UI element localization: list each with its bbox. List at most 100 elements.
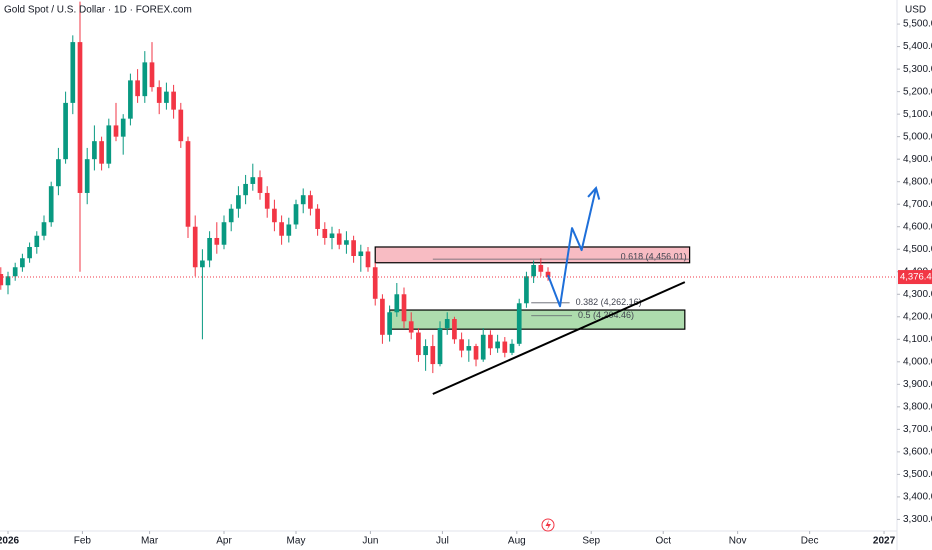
candle-body [257, 177, 263, 193]
candle-body [488, 334, 493, 349]
candle-body [365, 251, 371, 268]
x-tick-label: Oct [655, 536, 671, 547]
candle-body [437, 328, 443, 365]
plot-area: 0.618 (4,456.01) 0.382 (4,262.16) 0.5 (4,2… [0, 1, 897, 395]
candle-body [236, 195, 241, 209]
candle-body [272, 208, 277, 223]
y-tick-label: 3,500.00 [903, 469, 932, 480]
candle-body [120, 118, 126, 137]
candle-body [48, 186, 54, 223]
candle-body [480, 334, 486, 360]
candle-body [207, 237, 212, 261]
candle-body [20, 258, 25, 268]
candle-body [408, 321, 414, 333]
candle-body [329, 233, 335, 238]
x-tick-label: Aug [508, 536, 526, 547]
candle-body [142, 62, 148, 97]
y-tick-label: 4,900.00 [903, 154, 932, 165]
candle-body [387, 312, 392, 335]
candle-body [63, 102, 68, 160]
y-tick-label: 4,500.00 [903, 244, 932, 255]
candle-body [192, 226, 198, 268]
candle-body [27, 246, 32, 259]
candle-body [430, 346, 436, 365]
candle-body [264, 192, 270, 209]
last-price-label: 4,376.47 [900, 272, 932, 283]
trend-line [432, 281, 686, 395]
projection-arrowhead [587, 185, 601, 200]
candle-body [41, 222, 47, 236]
projection-path [547, 187, 597, 308]
candle-body [286, 224, 292, 236]
y-tick-label: 5,200.00 [903, 86, 932, 97]
candle-body [394, 294, 400, 313]
event-marker [541, 518, 555, 532]
candle-body [214, 237, 220, 245]
candle-body [178, 109, 184, 142]
candle-body [380, 298, 385, 335]
y-tick-label: 4,100.00 [903, 334, 932, 345]
y-tick-label: 5,300.00 [903, 64, 932, 75]
chart-title: Gold Spot / U.S. Dollar · 1D · FOREX.com [4, 5, 192, 16]
candle-body [466, 346, 472, 351]
candle-body [228, 208, 234, 223]
y-tick-label: 4,800.00 [903, 176, 932, 187]
zone [389, 309, 686, 330]
candle-body [0, 274, 4, 286]
x-tick-label: Sep [582, 536, 600, 547]
y-tick-label: 3,800.00 [903, 401, 932, 412]
candle-body [34, 235, 40, 247]
candle-body [77, 42, 83, 193]
candle-body [135, 80, 140, 97]
candle-body [358, 251, 364, 256]
x-tick-label: Apr [216, 536, 232, 547]
candle-body [250, 177, 256, 184]
y-tick-label: 4,300.00 [903, 289, 932, 300]
y-tick-label: 3,600.00 [903, 447, 932, 458]
x-tick-label: Jun [362, 536, 378, 547]
candle-body [336, 233, 342, 245]
candle-body [509, 343, 515, 353]
candle-body [473, 346, 479, 360]
candle-body [5, 276, 11, 286]
candle-body [113, 125, 119, 137]
y-tick-label: 4,200.00 [903, 311, 932, 322]
candle-body [495, 341, 500, 349]
candle-body [221, 222, 227, 245]
candle-body [92, 141, 97, 160]
candle-body [84, 159, 90, 193]
candle-body [149, 62, 155, 88]
candle-body [416, 332, 421, 356]
y-tick-label: 4,000.00 [903, 356, 932, 367]
candle-body [459, 339, 464, 351]
y-tick-label: 4,600.00 [903, 221, 932, 232]
x-tick-label: 2026 [0, 536, 20, 547]
candle-body [452, 319, 457, 340]
candle-body [344, 240, 349, 245]
candle-body [99, 141, 104, 164]
candle-body [308, 195, 313, 209]
y-tick-label: 3,700.00 [903, 424, 932, 435]
x-tick-label: Dec [801, 536, 819, 547]
candle-body [56, 159, 61, 187]
x-tick-label: Feb [74, 536, 92, 547]
candle-body [128, 80, 133, 119]
candle-body [322, 228, 328, 238]
candle-body [502, 341, 508, 353]
x-tick-label: Mar [141, 536, 159, 547]
y-tick-label: 3,300.00 [903, 514, 932, 525]
y-tick-label: 3,900.00 [903, 379, 932, 390]
candle-body [106, 125, 112, 164]
candle-body [315, 208, 320, 229]
x-tick-label: May [287, 536, 306, 547]
candle-body [516, 303, 522, 344]
y-unit: USD [905, 5, 926, 16]
candle-body [156, 87, 162, 103]
last-price-box [898, 270, 932, 285]
candle-body [185, 141, 191, 227]
fib-label: 0.5 (4,204.46) [578, 310, 634, 320]
y-tick-label: 5,000.00 [903, 131, 932, 142]
candle-body [243, 183, 248, 196]
